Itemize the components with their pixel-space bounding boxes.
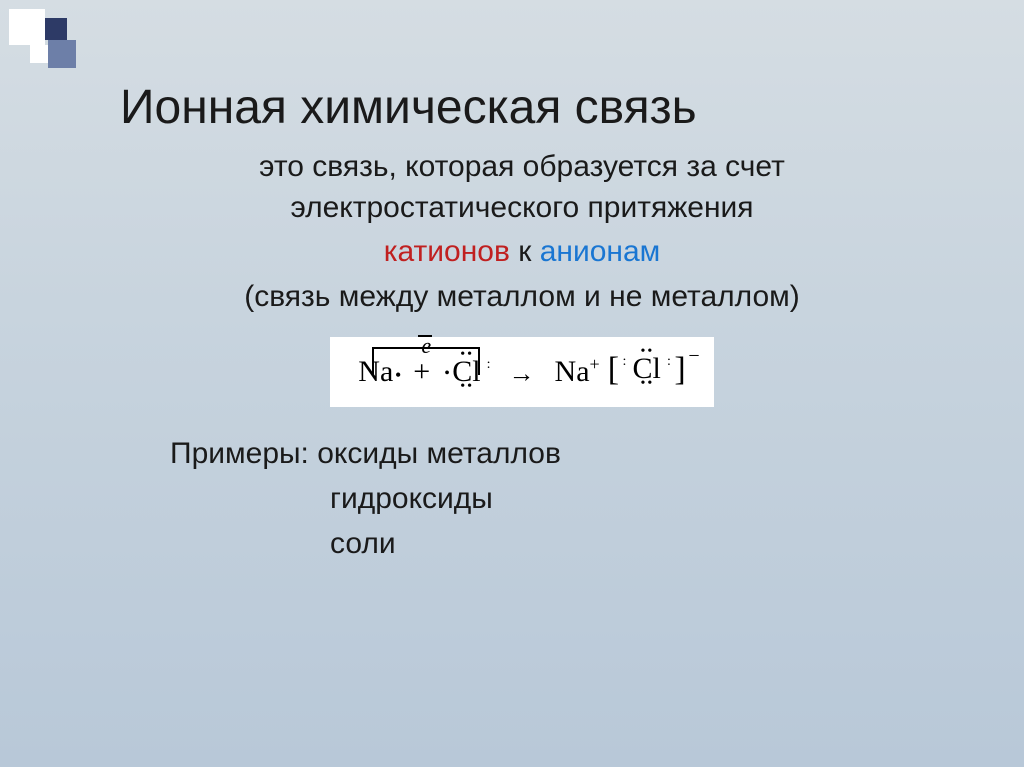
chemical-equation: e Na • + •• • Cl : •• → Na+ [ •• : xyxy=(330,337,713,407)
na-ion-charge: + xyxy=(590,354,600,374)
cl-dots-top: •• xyxy=(460,347,474,363)
example-item-2: гидроксиды xyxy=(330,476,944,521)
sodium-ion: Na+ xyxy=(555,354,600,389)
examples-block: Примеры: оксиды металлов гидроксиды соли xyxy=(170,431,944,566)
definition-line-1: это связь, которая образуется за счет xyxy=(100,147,944,188)
chlorine-atom-lewis: •• • Cl : •• xyxy=(452,355,480,389)
cl-dots-right: : xyxy=(487,361,491,369)
parenthetical: (связь между металлом и не металлом) xyxy=(100,277,944,318)
sodium-atom: Na • xyxy=(358,355,393,389)
cation-text: катионов xyxy=(384,235,510,268)
example-item-3: соли xyxy=(330,521,944,566)
definition-line-2: электростатического притяжения xyxy=(100,188,944,229)
chloride-lewis: •• : Cl : •• xyxy=(633,352,661,386)
slide-title: Ионная химическая связь xyxy=(120,80,944,135)
deco-square-blue xyxy=(48,40,76,68)
cl-dot-left: • xyxy=(444,365,450,383)
cl-dots-bottom: •• xyxy=(460,379,474,395)
na-ion-symbol: Na xyxy=(555,355,590,388)
slide-content: Ионная химическая связь это связь, котор… xyxy=(0,0,1024,606)
corner-decoration xyxy=(0,0,90,90)
examples-label: Примеры: xyxy=(170,437,309,470)
deco-square-navy xyxy=(45,18,67,40)
definition-block: это связь, которая образуется за счет эл… xyxy=(100,147,944,317)
example-item-1: оксиды металлов xyxy=(317,437,561,470)
clion-dots-left: : xyxy=(623,358,627,366)
right-bracket: ] xyxy=(674,351,685,388)
chloride-charge: − xyxy=(688,345,699,368)
clion-dots-top: •• xyxy=(641,344,655,360)
examples-line-1: Примеры: оксиды металлов xyxy=(170,431,944,476)
na-valence-dot: • xyxy=(395,365,401,386)
clion-dots-bottom: •• xyxy=(641,376,655,392)
chloride-ion-bracket: [ •• : Cl : •• ] − xyxy=(608,351,686,389)
to-text: к xyxy=(510,235,540,268)
formula-container: e Na • + •• • Cl : •• → Na+ [ •• : xyxy=(100,337,944,407)
anion-text: анионам xyxy=(540,235,661,268)
deco-square-white-large xyxy=(9,9,45,45)
left-bracket: [ xyxy=(608,351,619,388)
deco-square-white-small xyxy=(30,45,48,63)
na-symbol: Na xyxy=(358,355,393,388)
reaction-arrow: → xyxy=(509,359,535,389)
electron-symbol: e xyxy=(412,333,440,359)
ions-line: катионов к анионам xyxy=(100,232,944,273)
clion-dots-right: : xyxy=(667,358,671,366)
